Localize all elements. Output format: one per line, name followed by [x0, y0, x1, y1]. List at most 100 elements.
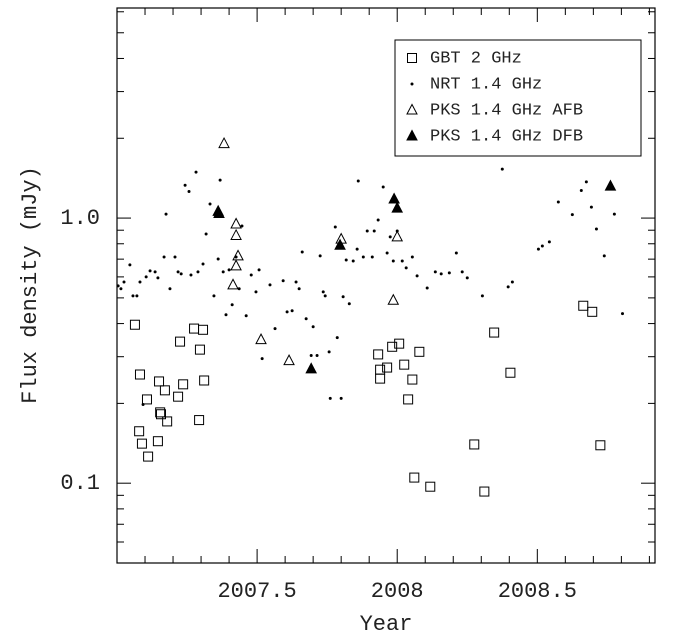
legend-marker	[407, 53, 417, 63]
dot-point	[425, 286, 429, 290]
dot-point	[620, 312, 624, 316]
dot-point	[237, 287, 241, 291]
x-tick-label: 2008.5	[498, 579, 577, 604]
triangle-point	[391, 201, 404, 213]
dot-point	[227, 268, 231, 272]
dot-point	[254, 290, 258, 294]
legend-label: PKS 1.4 GHz DFB	[430, 127, 583, 146]
dot-point	[119, 287, 123, 291]
dot-point	[216, 257, 220, 261]
square-point	[407, 374, 418, 385]
dot-point	[189, 273, 193, 277]
triangle-point	[387, 293, 400, 305]
legend: GBT 2 GHz NRT 1.4 GHz PKS 1.4 GHz AFB PKS 1…	[406, 49, 583, 146]
legend-marker	[406, 103, 418, 115]
dot-point	[510, 280, 514, 284]
dot-point	[138, 280, 142, 284]
dot-point	[327, 350, 331, 354]
square-point	[399, 359, 410, 370]
legend-label: PKS 1.4 GHz AFB	[430, 101, 583, 120]
x-tick-label: 2007.5	[217, 579, 296, 604]
dot-point	[355, 247, 359, 251]
square-point	[394, 338, 405, 349]
square-point	[403, 394, 414, 405]
dot-point	[224, 313, 228, 317]
triangle-point	[305, 362, 318, 374]
dot-point	[176, 270, 180, 274]
dot-point	[589, 205, 593, 209]
dot-point	[447, 271, 451, 275]
dot-point	[208, 202, 212, 206]
square-point	[578, 300, 589, 311]
square-point	[155, 409, 166, 420]
dot-point	[304, 317, 308, 321]
triangle-point	[604, 179, 617, 191]
triangle-point	[230, 217, 242, 229]
square-point	[587, 306, 598, 317]
dot-point	[221, 270, 225, 274]
dot-point	[404, 266, 408, 270]
dot-point	[506, 285, 510, 289]
dot-point	[281, 279, 285, 283]
dot-point	[536, 247, 540, 251]
triangle-point	[227, 278, 239, 290]
dot-point	[131, 294, 135, 298]
square-point	[194, 344, 205, 355]
square-point	[414, 346, 425, 357]
square-point	[154, 376, 165, 387]
dot-point	[260, 357, 264, 361]
dot-point	[361, 255, 365, 259]
dot-point	[273, 327, 277, 331]
dot-point	[372, 229, 376, 233]
triangle-point	[230, 259, 242, 271]
dot-point	[201, 262, 205, 266]
square-point	[162, 416, 173, 427]
dot-point	[173, 255, 177, 259]
triangle-point	[230, 228, 242, 240]
triangle-point	[334, 238, 346, 250]
square-point	[425, 481, 436, 492]
dot-point	[612, 212, 616, 216]
dot-point	[556, 200, 560, 204]
dot-point	[309, 354, 313, 358]
square-point	[134, 369, 145, 380]
triangle-point	[388, 192, 400, 204]
dot-point	[156, 276, 160, 280]
dot-point	[547, 240, 551, 244]
dot-point	[410, 255, 414, 259]
dot-point	[335, 336, 339, 340]
dot-point	[162, 255, 166, 259]
dot-point	[584, 180, 588, 184]
square-point	[489, 327, 500, 338]
triangle-point	[232, 249, 244, 261]
dot-point	[128, 263, 132, 267]
dot-point	[460, 270, 464, 274]
square-point	[189, 323, 200, 334]
dot-point	[285, 310, 289, 314]
dot-point	[376, 218, 380, 222]
dot-point	[365, 229, 369, 233]
dot-point	[144, 275, 148, 279]
dot-point	[249, 273, 253, 277]
square-point	[143, 451, 154, 462]
square-point	[159, 385, 170, 396]
square-point	[129, 319, 140, 330]
dot-point	[500, 167, 504, 171]
square-point	[136, 438, 147, 449]
dot-point	[179, 272, 183, 276]
dot-point	[141, 403, 145, 407]
square-point	[141, 394, 152, 405]
dot-point	[381, 185, 385, 189]
dot-point	[323, 294, 327, 298]
square-point	[199, 375, 210, 386]
dot-point	[370, 255, 374, 259]
square-point	[194, 415, 205, 426]
x-tick-label: 2008	[371, 579, 424, 604]
dot-point	[148, 269, 152, 273]
dot-point	[153, 270, 157, 274]
legend-label: GBT 2 GHz	[430, 49, 522, 68]
dot-point	[540, 244, 544, 248]
square-point	[373, 349, 384, 360]
dot-point	[328, 396, 332, 400]
dot-point	[244, 314, 248, 318]
